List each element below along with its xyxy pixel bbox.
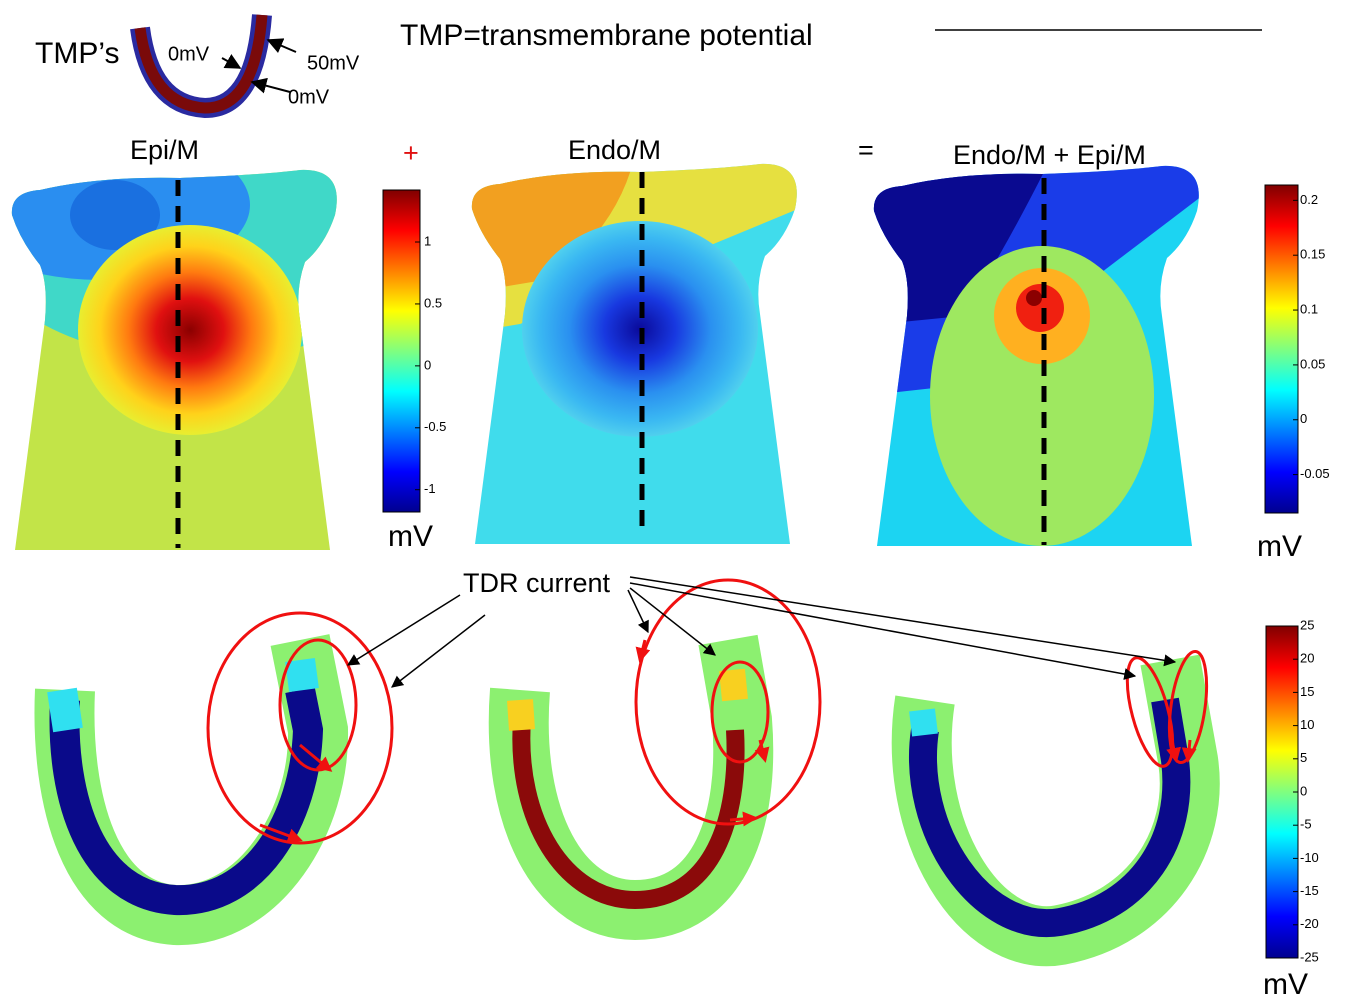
torso-map — [0, 120, 420, 560]
outer-label: 0mV — [288, 86, 330, 108]
heart-slice — [922, 660, 1190, 936]
tick-label: 0.15 — [1300, 247, 1325, 262]
heart-slice — [519, 640, 744, 910]
tick-label: 0 — [1300, 783, 1307, 798]
tick-label: -25 — [1300, 949, 1319, 964]
tick-label: 0.5 — [424, 295, 442, 310]
tick-label: 15 — [1300, 684, 1314, 699]
annotation: TDR current — [463, 568, 611, 598]
tick-label: -0.05 — [1300, 466, 1330, 481]
tick-label: 25 — [1300, 617, 1314, 632]
operator: + — [403, 138, 419, 168]
unit-label: mV — [1257, 530, 1302, 563]
figure: TMP’s 0mV 50mV 0mV TMP=transmembrane pot… — [0, 0, 1351, 1001]
tick-label: -15 — [1300, 883, 1319, 898]
torso-map — [862, 156, 1212, 556]
tmp-sketch — [140, 15, 296, 108]
panel-title: Epi/M — [130, 135, 199, 165]
definition: TMP=transmembrane potential — [400, 19, 813, 52]
middle-label: 50mV — [307, 52, 360, 74]
page: TMP’s 0mV 50mV 0mV TMP=transmembrane pot… — [0, 0, 1351, 1001]
heart-slice — [62, 640, 318, 915]
tick-label: -5 — [1300, 817, 1312, 832]
colorbar — [1265, 185, 1298, 513]
tick-label: 0 — [424, 357, 431, 372]
panel-title: Endo/M — [568, 135, 661, 165]
tick-label: 0.2 — [1300, 192, 1318, 207]
tick-label: -0.5 — [424, 419, 446, 434]
inner-label: 0mV — [168, 43, 210, 65]
tick-label: 0.1 — [1300, 301, 1318, 316]
tick-label: 20 — [1300, 651, 1314, 666]
tick-label: 0 — [1300, 411, 1307, 426]
tick-label: -20 — [1300, 916, 1319, 931]
panel-title: Endo/M + Epi/M — [953, 140, 1146, 170]
unit-label: mV — [1263, 968, 1308, 1001]
tick-label: 5 — [1300, 750, 1307, 765]
tick-label: -10 — [1300, 850, 1319, 865]
tmp-label: TMP’s — [35, 37, 119, 70]
operator: = — [858, 135, 874, 165]
tick-label: 1 — [424, 233, 431, 248]
tick-label: 10 — [1300, 717, 1314, 732]
tick-label: 0.05 — [1300, 356, 1325, 371]
tick-label: -1 — [424, 481, 436, 496]
unit-label: mV — [388, 520, 433, 553]
torso-map — [460, 154, 810, 554]
colorbar — [383, 190, 420, 512]
